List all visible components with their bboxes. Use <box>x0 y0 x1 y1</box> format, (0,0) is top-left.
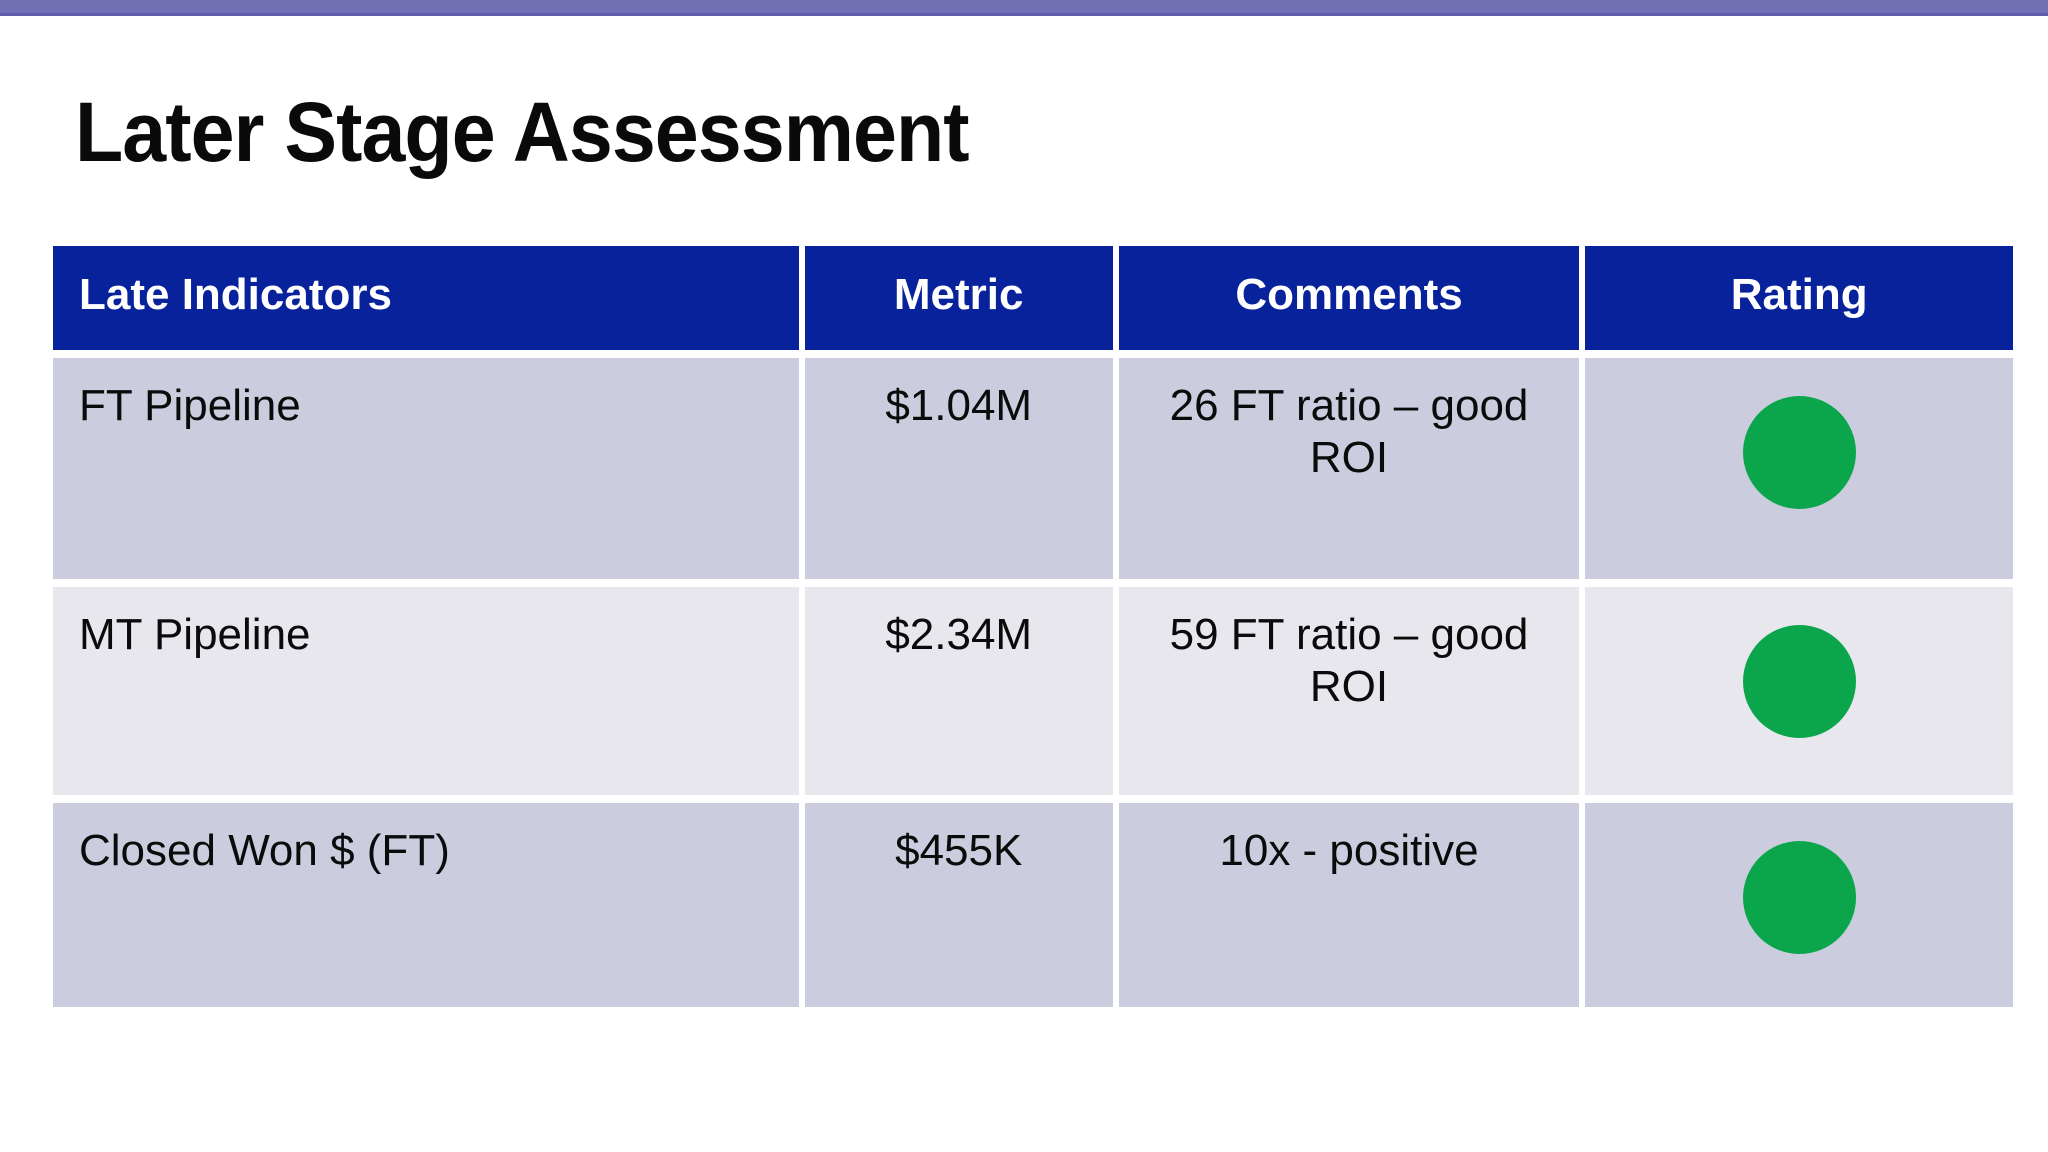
indicator-cell: Closed Won $ (FT) <box>53 803 799 1007</box>
column-header-metric: Metric <box>804 246 1113 350</box>
metric-cell: $455K <box>804 803 1113 1007</box>
comment-cell: 10x - positive <box>1118 803 1580 1007</box>
comment-cell: 59 FT ratio – good ROI <box>1118 587 1580 795</box>
indicator-cell: FT Pipeline <box>53 358 799 579</box>
column-header-comments: Comments <box>1118 246 1580 350</box>
rating-green-circle-icon <box>1742 841 1856 954</box>
rating-green-circle-icon <box>1742 396 1856 509</box>
metric-cell: $2.34M <box>804 587 1113 795</box>
indicator-cell: MT Pipeline <box>53 587 799 795</box>
comment-text: 10x - positive <box>1219 826 1479 875</box>
rating-cell <box>1585 587 2013 795</box>
rating-cell <box>1585 803 2013 1007</box>
comment-cell: 26 FT ratio – good ROI <box>1118 358 1580 579</box>
slide-accent-bar <box>0 0 2048 16</box>
comment-text: 59 FT ratio – good ROI <box>1169 610 1529 711</box>
metric-cell: $1.04M <box>804 358 1113 579</box>
column-header-late-indicators: Late Indicators <box>53 246 799 350</box>
column-header-rating: Rating <box>1585 246 2013 350</box>
rating-cell <box>1585 358 2013 579</box>
assessment-table: Late Indicators Metric Comments Rating F… <box>53 246 2013 1007</box>
rating-green-circle-icon <box>1742 625 1856 738</box>
comment-text: 26 FT ratio – good ROI <box>1169 381 1529 482</box>
page-title: Later Stage Assessment <box>75 85 970 179</box>
